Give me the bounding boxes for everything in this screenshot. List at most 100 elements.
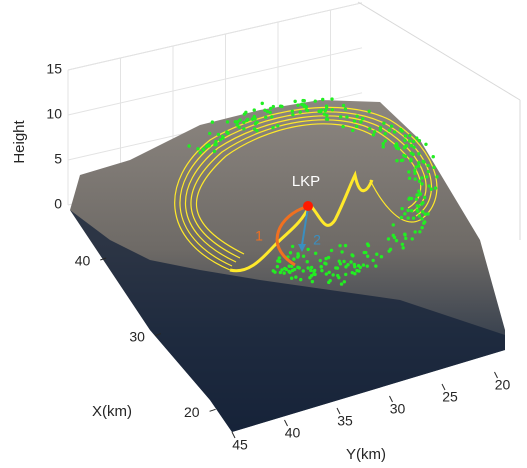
observation-dot (261, 102, 264, 105)
observation-dot (395, 239, 398, 242)
observation-dot (420, 226, 423, 229)
observation-dot (395, 146, 398, 149)
observation-dot (303, 99, 306, 102)
observation-dot (366, 255, 369, 258)
observation-dot (372, 133, 375, 136)
observation-dot (319, 265, 322, 268)
observation-dot (403, 232, 406, 235)
observation-dot (415, 136, 418, 139)
observation-dot (412, 146, 415, 149)
observation-dot (417, 152, 420, 155)
observation-dot (409, 158, 412, 161)
observation-dot (341, 125, 344, 128)
observation-dot (408, 134, 411, 137)
observation-dot (395, 159, 398, 162)
observation-dot (368, 110, 371, 113)
chart: LKP 1 2 Height X(km) Y(km) 0510154540353… (0, 0, 527, 468)
observation-dot (271, 126, 274, 129)
z-tick-label: 5 (54, 151, 62, 167)
observation-dot (382, 145, 385, 148)
observation-dot (359, 120, 362, 123)
observation-dot (426, 212, 429, 215)
observation-dot (401, 243, 404, 246)
observation-dot (278, 260, 281, 263)
observation-dot (413, 172, 416, 175)
observation-dot (371, 259, 374, 262)
observation-dot (237, 125, 240, 128)
observation-dot (349, 260, 352, 263)
observation-dot (320, 269, 323, 272)
z-tick-label: 0 (54, 196, 62, 212)
observation-dot (299, 110, 302, 113)
observation-dot (302, 255, 305, 258)
observation-dot (414, 177, 417, 180)
observation-dot (253, 127, 256, 130)
observation-dot (311, 280, 314, 283)
observation-dot (422, 221, 425, 224)
observation-dot (420, 176, 423, 179)
observation-dot (393, 236, 396, 239)
observation-dot (400, 207, 403, 210)
z-tick-label: 15 (46, 61, 62, 77)
y-tick-label: 30 (390, 401, 406, 417)
observation-dot (294, 275, 297, 278)
observation-dot (290, 277, 293, 280)
observation-dot (355, 125, 358, 128)
observation-dot (414, 165, 417, 168)
observation-dot (314, 99, 317, 102)
observation-dot (330, 249, 333, 252)
x-tick-label: 20 (184, 404, 200, 420)
observation-dot (374, 264, 377, 267)
path-1-label: 1 (255, 228, 263, 244)
observation-dot (417, 205, 420, 208)
observation-dot (399, 128, 402, 131)
y-tick-label: 45 (232, 437, 248, 453)
observation-dot (401, 246, 404, 249)
observation-dot (395, 142, 398, 145)
observation-dot (303, 103, 306, 106)
lkp-label: LKP (292, 173, 320, 190)
observation-dot (344, 107, 347, 110)
y-axis-label: Y(km) (346, 446, 386, 463)
observation-dot (213, 150, 216, 153)
observation-dot (413, 230, 416, 233)
observation-dot (404, 134, 407, 137)
observation-dot (411, 237, 414, 240)
observation-dot (334, 266, 337, 269)
observation-dot (379, 126, 382, 129)
observation-dot (418, 230, 421, 233)
observation-dot (310, 274, 313, 277)
observation-dot (296, 104, 299, 107)
observation-dot (324, 257, 327, 260)
x-tick (210, 409, 216, 411)
observation-dot (325, 104, 328, 107)
observation-dot (305, 108, 308, 111)
z-tick-label: 10 (46, 106, 62, 122)
observation-dot (344, 273, 347, 276)
observation-dot (434, 186, 437, 189)
observation-dot (323, 112, 326, 115)
observation-dot (306, 248, 309, 251)
observation-dot (272, 105, 275, 108)
observation-dot (196, 147, 199, 150)
observation-dot (384, 132, 387, 135)
observation-dot (408, 139, 411, 142)
observation-dot (421, 201, 424, 204)
observation-dot (430, 188, 433, 191)
observation-dot (253, 108, 256, 111)
observation-dot (427, 184, 430, 187)
observation-dot (280, 105, 283, 108)
observation-dot (252, 117, 255, 120)
observation-dot (291, 113, 294, 116)
observation-dot (382, 121, 385, 124)
observation-dot (342, 104, 345, 107)
observation-dot (408, 197, 411, 200)
grid-line (68, 3, 362, 70)
observation-dot (289, 251, 292, 254)
observation-dot (278, 256, 281, 259)
observation-dot (293, 268, 296, 271)
observation-dot (276, 265, 279, 268)
observation-dot (422, 160, 425, 163)
observation-dot (338, 244, 341, 247)
observation-dot (296, 255, 299, 258)
